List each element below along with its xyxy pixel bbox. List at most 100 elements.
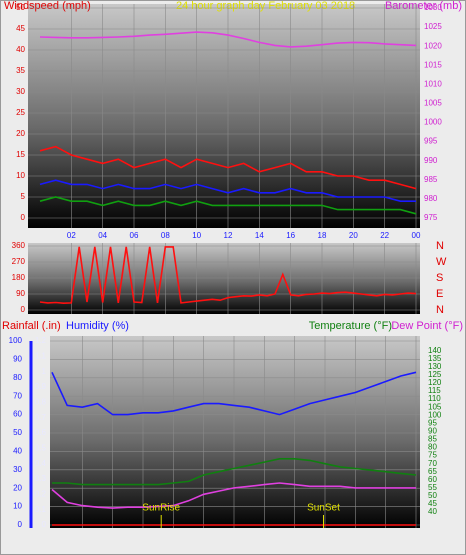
- y2-tick-label: 100: [428, 410, 442, 419]
- y-tick-label: 40: [13, 447, 22, 456]
- rain-tick-label: 0.7: [35, 413, 47, 422]
- y-tick-label: 270: [12, 257, 26, 266]
- rain-tick-label: 0.6: [35, 428, 47, 437]
- y2-tick-label: 50: [428, 491, 437, 500]
- y2-tick-label: 110: [428, 394, 441, 403]
- x-tick-label: 20: [349, 231, 358, 240]
- x-tick-label: 16: [286, 231, 295, 240]
- y2-tick-label: N: [436, 240, 444, 252]
- y2-tick-label: 1025: [424, 22, 442, 31]
- y-tick-label: 90: [16, 289, 25, 298]
- y2-tick-label: 1020: [424, 41, 442, 50]
- series-line: [39, 31, 417, 48]
- y2-tick-label: W: [436, 256, 447, 268]
- y2-tick-label: 95: [428, 418, 437, 427]
- y2-tick-label: 135: [428, 354, 442, 363]
- rain-tick-label: 0.1: [35, 505, 47, 514]
- rain-tick-label: 0.2: [35, 489, 47, 498]
- y-tick-label: 360: [12, 241, 26, 250]
- y2-tick-label: 1010: [424, 79, 442, 88]
- y2-tick-label: E: [436, 288, 443, 300]
- y-label: Windspeed (mph): [4, 0, 91, 12]
- rain-tick-label: 1.2: [35, 336, 47, 345]
- rain-label: Rainfall (.in): [2, 320, 61, 332]
- y-tick-label: 60: [13, 410, 22, 419]
- plot-area: [50, 336, 420, 528]
- x-tick-label: 12: [224, 231, 233, 240]
- y2-tick-label: 70: [428, 459, 437, 468]
- y-label: Humidity (%): [66, 320, 129, 332]
- y-tick-label: 50: [13, 428, 22, 437]
- dew-label: Dew Point (°F): [391, 320, 463, 332]
- y2-tick-label: S: [436, 272, 443, 284]
- x-tick-label: 00: [412, 231, 421, 240]
- x-tick-label: 02: [67, 231, 76, 240]
- y2-tick-label: 55: [428, 483, 437, 492]
- y-tick-label: 5: [21, 192, 26, 201]
- y-tick-label: 20: [13, 483, 22, 492]
- y-tick-label: 25: [16, 108, 25, 117]
- y2-tick-label: 140: [428, 346, 442, 355]
- y-tick-label: 0: [21, 213, 26, 222]
- y2-tick-label: 105: [428, 402, 442, 411]
- plot-area: [28, 243, 420, 314]
- x-tick-label: 22: [380, 231, 389, 240]
- y-tick-label: 45: [16, 24, 25, 33]
- series-line: [39, 179, 416, 202]
- plot-area: [28, 4, 420, 228]
- y2-label: Temperature (°F): [309, 320, 392, 332]
- y2-tick-label: 1000: [424, 118, 442, 127]
- y-tick-label: 0: [18, 520, 23, 529]
- y-tick-label: 10: [16, 171, 25, 180]
- series-line: [51, 371, 417, 416]
- rain-tick-label: 1: [42, 367, 47, 376]
- y2-tick-label: 80: [428, 443, 437, 452]
- series-line: [52, 458, 417, 486]
- y-tick-label: 90: [13, 355, 22, 364]
- y-tick-label: 30: [13, 465, 22, 474]
- annotation: SunRise: [142, 503, 180, 514]
- y-tick-label: 35: [16, 66, 25, 75]
- y2-tick-label: 985: [424, 175, 438, 184]
- annotation: SunSet: [307, 503, 340, 514]
- y-tick-label: 70: [13, 391, 22, 400]
- y2-tick-label: 1005: [424, 99, 442, 108]
- x-tick-label: 06: [130, 231, 139, 240]
- y-tick-label: 0: [21, 305, 26, 314]
- y-tick-label: 80: [13, 373, 22, 382]
- y2-tick-label: 125: [428, 370, 442, 379]
- x-tick-label: 10: [192, 231, 201, 240]
- rain-tick-label: 0.3: [35, 474, 47, 483]
- series-line: [39, 246, 417, 305]
- x-tick-label: 14: [255, 231, 264, 240]
- rain-tick-label: 0: [42, 520, 47, 529]
- y-tick-label: 180: [12, 273, 26, 282]
- y2-tick-label: 60: [428, 475, 437, 484]
- y2-tick-label: 45: [428, 499, 437, 508]
- y2-tick-label: 130: [428, 362, 442, 371]
- grid: [28, 243, 420, 314]
- series-line: [39, 145, 417, 190]
- series-line: [51, 482, 416, 509]
- x-tick-label: 04: [98, 231, 107, 240]
- rain-tick-label: 0.5: [35, 443, 47, 452]
- y-tick-label: 100: [9, 336, 23, 345]
- y2-tick-label: 975: [424, 213, 438, 222]
- y2-tick-label: N: [436, 304, 444, 316]
- y2-tick-label: 85: [428, 435, 437, 444]
- y2-tick-label: 995: [424, 137, 438, 146]
- y2-tick-label: 115: [428, 386, 441, 395]
- rain-tick-label: 1.1: [35, 351, 47, 360]
- y2-tick-label: 1030: [424, 3, 442, 12]
- y2-tick-label: 980: [424, 194, 438, 203]
- y2-tick-label: 90: [428, 426, 437, 435]
- y-tick-label: 30: [16, 87, 25, 96]
- y-tick-label: 15: [16, 150, 25, 159]
- y-tick-label: 20: [16, 129, 25, 138]
- y2-tick-label: 1015: [424, 60, 442, 69]
- y-tick-label: 40: [16, 45, 25, 54]
- y2-tick-label: 65: [428, 467, 437, 476]
- y2-label: Barometer (mb): [385, 0, 462, 12]
- y2-tick-label: 40: [428, 507, 437, 516]
